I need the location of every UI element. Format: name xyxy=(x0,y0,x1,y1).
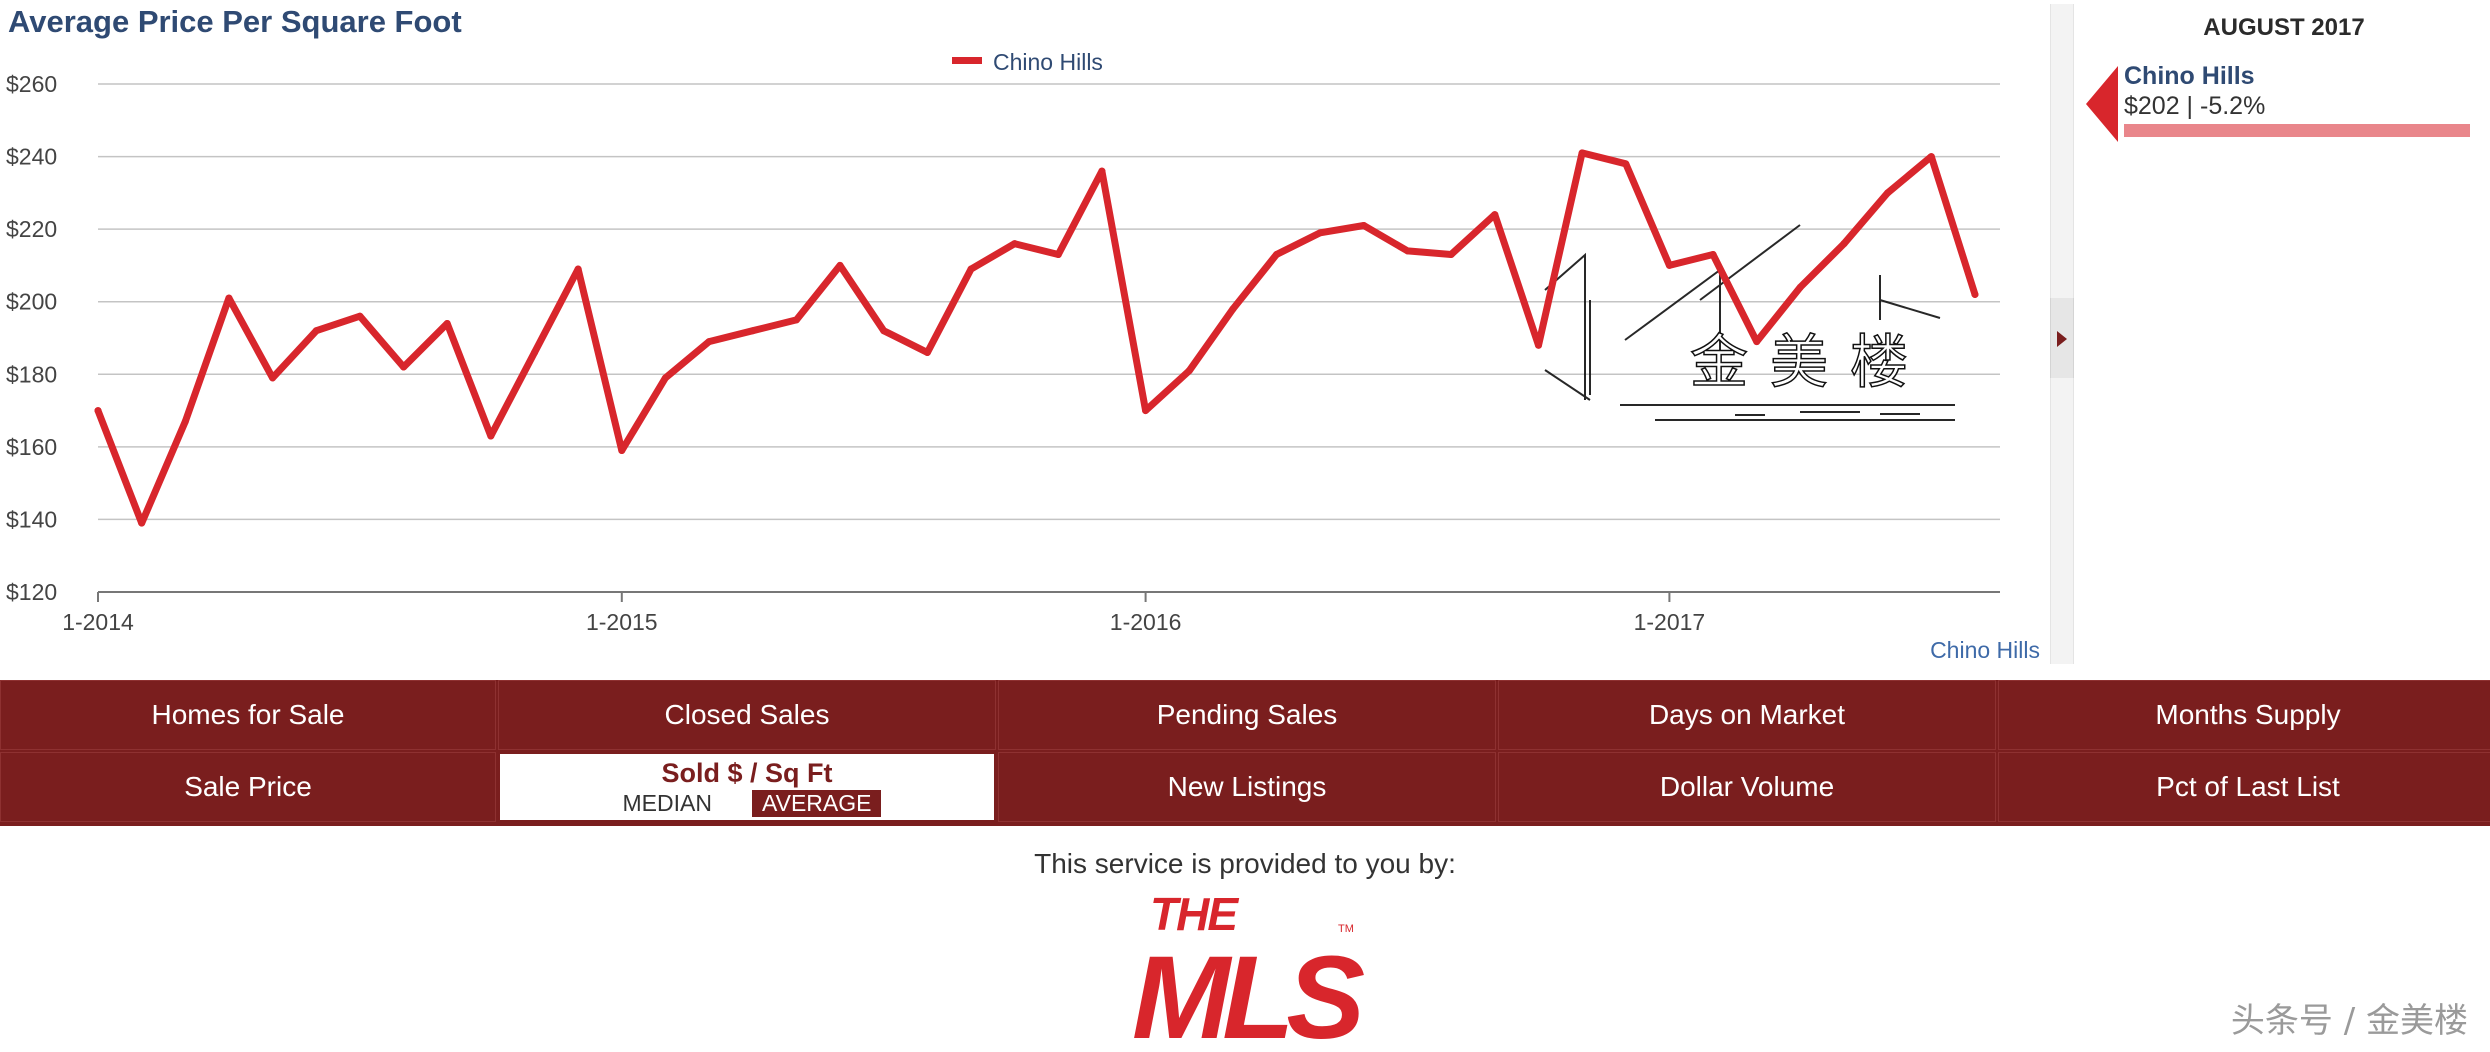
data-point[interactable] xyxy=(1622,160,1630,168)
nav-homes-for-sale[interactable]: Homes for Sale xyxy=(0,680,496,750)
nav-sold-per-sqft[interactable]: Sold $ / Sq Ft MEDIAN AVERAGE xyxy=(498,752,996,822)
data-point[interactable] xyxy=(443,319,451,327)
data-point[interactable] xyxy=(1491,211,1499,219)
y-axis-ticks: $120 $140 $160 $180 $200 $220 $240 $260 xyxy=(6,71,57,605)
data-point[interactable] xyxy=(487,432,495,440)
data-point[interactable] xyxy=(312,327,320,335)
watermark-text: 金美楼 xyxy=(1690,328,1930,396)
legend[interactable]: Chino Hills xyxy=(952,49,1103,75)
data-point[interactable] xyxy=(356,312,364,320)
median-average-toggle: MEDIAN AVERAGE xyxy=(613,789,882,817)
data-point[interactable] xyxy=(1796,283,1804,291)
x-tick-label: 1-2016 xyxy=(1110,609,1182,635)
line-chart: $120$140$160$180$200$220$240$260 1-2014 1… xyxy=(6,49,2040,663)
data-point[interactable] xyxy=(94,407,102,415)
nav-new-listings[interactable]: New Listings xyxy=(998,752,1496,822)
data-point[interactable] xyxy=(1665,261,1673,269)
data-point[interactable] xyxy=(661,374,669,382)
data-point[interactable] xyxy=(574,265,582,273)
data-point[interactable] xyxy=(618,446,626,454)
panel-area-name: Chino Hills xyxy=(2124,62,2255,90)
x-tick-label: 1-2015 xyxy=(586,609,658,635)
nav-sold-per-sqft-label: Sold $ / Sq Ft xyxy=(661,757,833,788)
y-tick-label: $140 xyxy=(6,506,57,532)
data-point[interactable] xyxy=(1273,251,1281,259)
y-tick-label: $120 xyxy=(6,579,57,605)
data-point[interactable] xyxy=(181,417,189,425)
x-axis-ticks: 1-2014 1-2015 1-2016 1-2017 xyxy=(62,592,1705,635)
x-tick-label: 1-2017 xyxy=(1634,609,1706,635)
data-point[interactable] xyxy=(1142,407,1150,415)
data-point[interactable] xyxy=(1054,251,1062,259)
metric-nav: Homes for Sale Closed Sales Pending Sale… xyxy=(0,680,2490,826)
y-tick-label: $160 xyxy=(6,434,57,460)
average-toggle[interactable]: AVERAGE xyxy=(751,789,882,817)
logo-the: THE xyxy=(1150,888,1239,940)
data-point[interactable] xyxy=(1011,240,1019,248)
data-point[interactable] xyxy=(1229,305,1237,313)
data-point[interactable] xyxy=(1098,167,1106,175)
nav-days-on-market[interactable]: Days on Market xyxy=(1498,680,1996,750)
median-toggle[interactable]: MEDIAN xyxy=(622,789,712,816)
y-tick-label: $180 xyxy=(6,361,57,387)
data-point[interactable] xyxy=(1316,229,1324,237)
data-point[interactable] xyxy=(269,374,277,382)
data-point[interactable] xyxy=(967,265,975,273)
x-tick-label: 1-2014 xyxy=(62,609,134,635)
data-point[interactable] xyxy=(225,294,233,302)
chart-credit: Chino Hills xyxy=(1930,637,2040,663)
data-point[interactable] xyxy=(531,349,538,357)
logo-tm: TM xyxy=(1338,923,1354,935)
source-watermark: 头条号 / 金美楼 xyxy=(2230,1001,2468,1041)
legend-label: Chino Hills xyxy=(993,49,1103,75)
data-point[interactable] xyxy=(923,349,931,357)
watermark: 金美楼 xyxy=(1544,224,1955,421)
data-point[interactable] xyxy=(836,261,844,269)
chart-title: Average Price Per Square Foot xyxy=(8,4,462,39)
y-tick-label: $240 xyxy=(6,144,57,170)
nav-pending-sales[interactable]: Pending Sales xyxy=(998,680,1496,750)
nav-months-supply[interactable]: Months Supply xyxy=(1998,680,2490,750)
scroll-right-arrow-icon[interactable] xyxy=(2057,331,2067,347)
nav-sale-price[interactable]: Sale Price xyxy=(0,752,496,822)
series-line[interactable] xyxy=(94,149,1979,527)
panel-value: $202 | -5.2% xyxy=(2124,92,2266,120)
y-tick-label: $220 xyxy=(6,216,57,242)
data-point[interactable] xyxy=(1534,341,1542,349)
y-tick-label: $200 xyxy=(6,289,57,315)
data-point[interactable] xyxy=(1840,240,1848,248)
data-point[interactable] xyxy=(749,327,757,335)
data-point[interactable] xyxy=(792,316,800,324)
nav-closed-sales[interactable]: Closed Sales xyxy=(498,680,996,750)
pointer-marker-icon xyxy=(2086,66,2118,142)
data-point[interactable] xyxy=(1709,251,1717,259)
nav-dollar-volume[interactable]: Dollar Volume xyxy=(1498,752,1996,822)
panel-date: AUGUST 2017 xyxy=(2203,14,2365,41)
data-point[interactable] xyxy=(1360,222,1368,230)
data-point[interactable] xyxy=(1884,189,1892,197)
the-mls-logo: THE MLS TM xyxy=(1132,888,1368,1050)
legend-swatch xyxy=(952,57,982,64)
data-point[interactable] xyxy=(138,519,146,527)
data-point[interactable] xyxy=(1971,290,1979,298)
data-point[interactable] xyxy=(400,363,408,371)
data-point[interactable] xyxy=(1185,367,1193,375)
value-panel: AUGUST 2017 Chino Hills $202 | -5.2% xyxy=(2078,0,2490,660)
data-point[interactable] xyxy=(1753,338,1761,346)
data-point[interactable] xyxy=(705,338,713,346)
nav-pct-of-last-list[interactable]: Pct of Last List xyxy=(1998,752,2490,822)
y-tick-label: $260 xyxy=(6,71,57,97)
data-point[interactable] xyxy=(1578,149,1586,157)
series-layer xyxy=(94,149,1979,527)
data-point[interactable] xyxy=(880,327,888,335)
data-point[interactable] xyxy=(1927,153,1935,161)
logo-mls: MLS xyxy=(1132,932,1364,1050)
data-point[interactable] xyxy=(1447,251,1455,259)
data-point[interactable] xyxy=(1404,247,1411,255)
panel-value-bar xyxy=(2124,124,2470,137)
provided-by-text: This service is provided to you by: xyxy=(1034,848,1456,879)
grid-lines xyxy=(98,83,2000,593)
